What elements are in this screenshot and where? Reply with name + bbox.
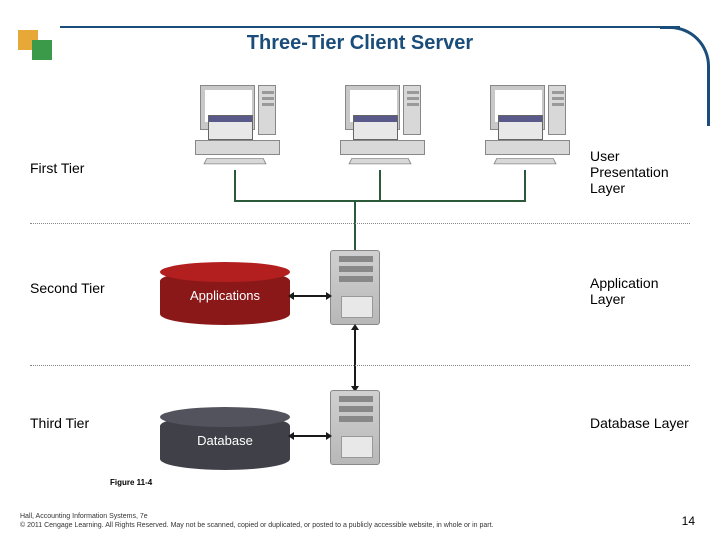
client-computer-3 (480, 85, 570, 165)
application-server (330, 250, 380, 325)
net-line (234, 200, 526, 202)
footer-line-2: © 2011 Cengage Learning. All Rights Rese… (20, 522, 494, 529)
footer: Hall, Accounting Information Systems, 7e… (20, 512, 700, 530)
second-tier-right-label: Application Layer (590, 275, 659, 307)
third-tier-label: Third Tier (30, 415, 89, 431)
third-tier-right-label: Database Layer (590, 415, 689, 431)
tier-divider-1 (30, 223, 690, 224)
footer-line-1: Hall, Accounting Information Systems, 7e (20, 513, 148, 520)
net-line (354, 200, 356, 250)
net-line (234, 170, 236, 200)
figure-number: Figure 11-4 (110, 478, 152, 487)
net-line (379, 170, 381, 200)
slide-title: Three-Tier Client Server (0, 32, 720, 55)
database-cylinder: Database (160, 415, 290, 470)
apps-to-server-arrow (292, 295, 328, 297)
db-to-server-arrow (292, 435, 328, 437)
database-cylinder-label: Database (160, 433, 290, 448)
applications-cylinder: Applications (160, 270, 290, 325)
second-tier-label: Second Tier (30, 280, 105, 296)
page-number: 14 (682, 514, 695, 528)
applications-cylinder-label: Applications (160, 288, 290, 303)
net-line (524, 170, 526, 200)
client-computer-2 (335, 85, 425, 165)
database-server (330, 390, 380, 465)
tier2-to-tier3-arrow (354, 328, 356, 388)
tier-divider-2 (30, 365, 690, 366)
client-computer-1 (190, 85, 280, 165)
first-tier-label: First Tier (30, 160, 84, 176)
first-tier-right-label: User Presentation Layer (590, 148, 669, 196)
header-line (60, 26, 680, 28)
